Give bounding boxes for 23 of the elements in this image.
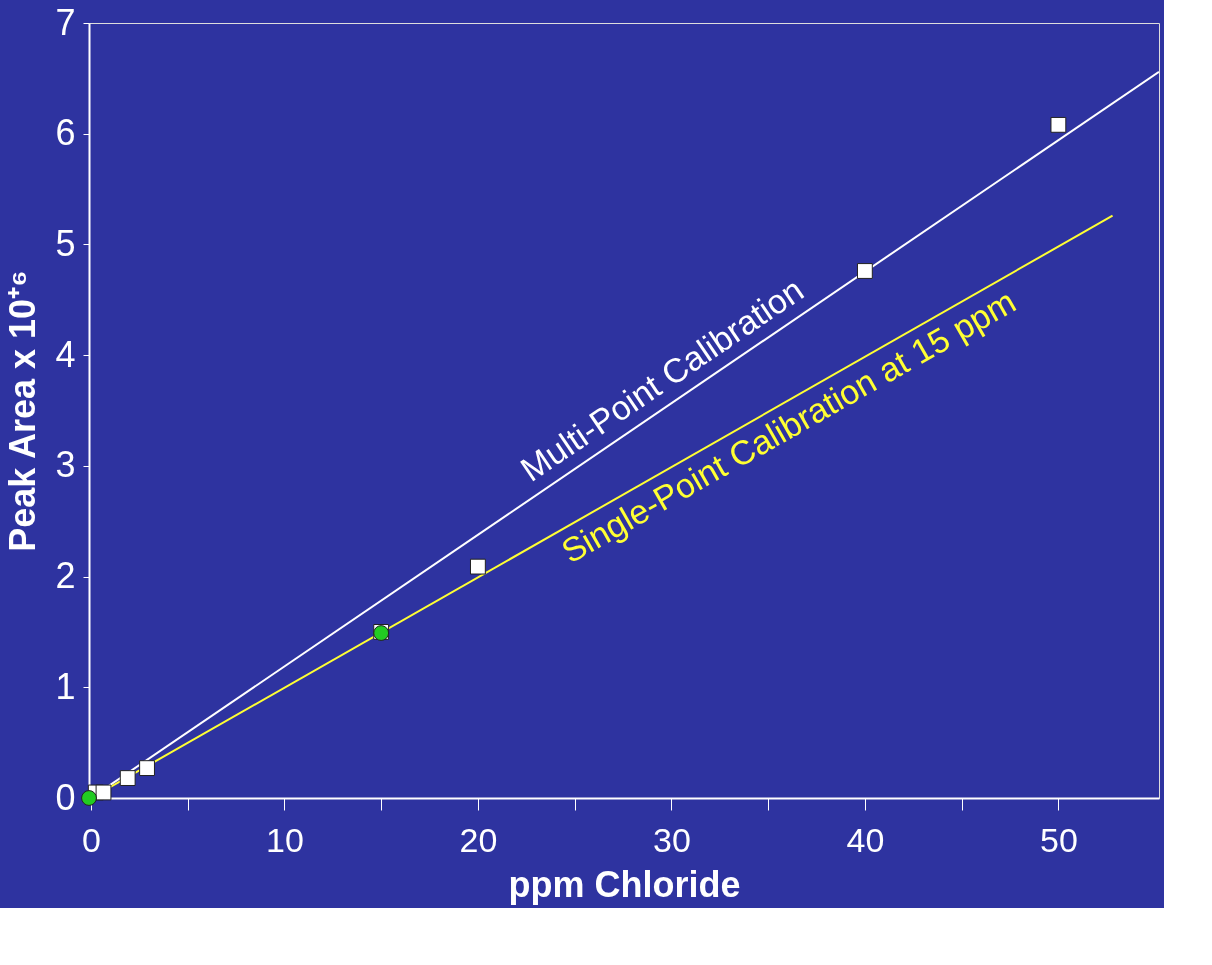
y-tick-label: 5 — [55, 222, 76, 264]
x-axis-title: ppm Chloride — [508, 863, 741, 905]
y-tick-label: 4 — [55, 333, 76, 375]
x-tick-label: 30 — [652, 820, 691, 859]
point — [1050, 116, 1067, 133]
x-tick-label: 10 — [266, 820, 304, 859]
y-tick-label: 1 — [55, 665, 76, 707]
point — [470, 558, 486, 575]
point — [95, 784, 112, 801]
x-tick-label: 0 — [81, 820, 101, 859]
point — [119, 770, 136, 786]
y-tick-label: 2 — [55, 555, 76, 597]
y-axis-title: Peak Area x 10⁺⁶ — [2, 270, 44, 552]
x-tick-label: 20 — [459, 820, 498, 859]
x-tick-label: 50 — [1039, 820, 1078, 859]
point — [81, 790, 97, 806]
x-tick-label: 40 — [846, 820, 885, 859]
y-tick-label: 0 — [55, 776, 76, 818]
point — [856, 263, 873, 279]
y-tick-label: 6 — [55, 112, 76, 154]
point — [139, 760, 155, 777]
y-tick-label: 7 — [55, 1, 76, 43]
y-tick-label: 3 — [55, 444, 76, 486]
